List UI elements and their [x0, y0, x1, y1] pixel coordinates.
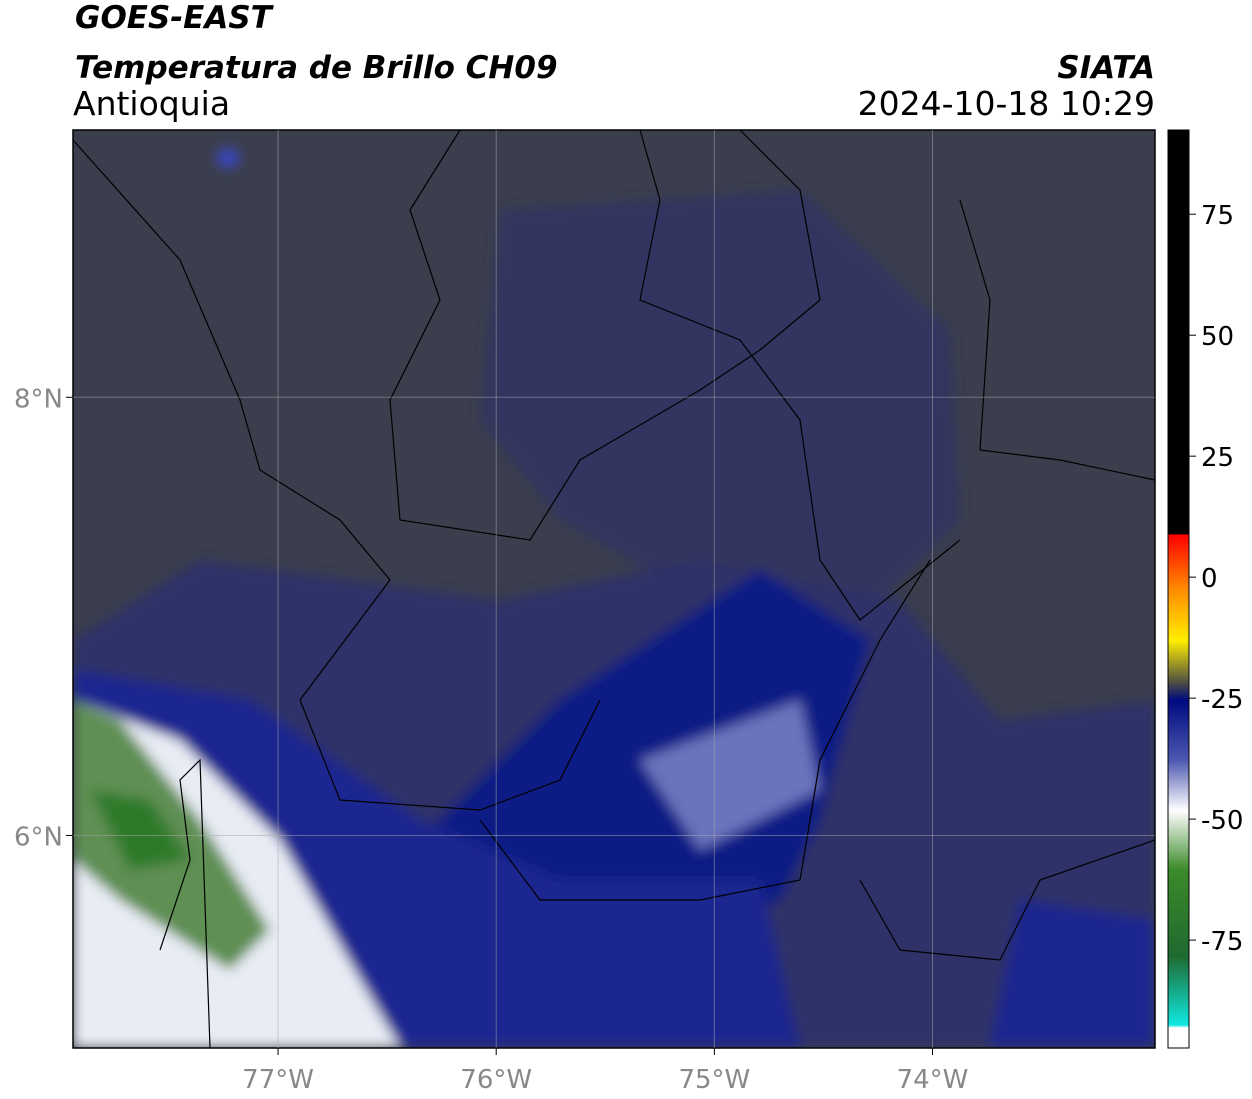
- colorbar-tick-label: -25: [1201, 685, 1243, 715]
- colorbar-tick-label: -75: [1201, 927, 1243, 957]
- colorbar: [1167, 129, 1190, 1049]
- colorbar-tick-label: 50: [1201, 322, 1234, 352]
- colorbar-tick-label: -50: [1201, 806, 1243, 836]
- map-frame: [72, 129, 1156, 1049]
- title: GOES-EAST: [75, 0, 275, 36]
- region: Antioquia: [73, 84, 230, 123]
- x-tick-label: 74°W: [897, 1065, 969, 1095]
- x-tick-label: 77°W: [242, 1065, 314, 1095]
- datetime: 2024-10-18 10:29: [858, 84, 1155, 123]
- source: SIATA: [1057, 50, 1155, 86]
- colorbar-tick-label: 75: [1201, 201, 1234, 231]
- y-tick-label: 8°N: [14, 384, 63, 414]
- map-image: [73, 130, 1155, 1048]
- colorbar-tick-label: 0: [1201, 564, 1218, 594]
- subtitle: Temperatura de Brillo CH09: [75, 50, 558, 86]
- x-tick-label: 75°W: [678, 1065, 750, 1095]
- colorbar-tick-label: 25: [1201, 443, 1234, 473]
- y-tick-label: 6°N: [14, 822, 63, 852]
- x-tick-label: 76°W: [460, 1065, 532, 1095]
